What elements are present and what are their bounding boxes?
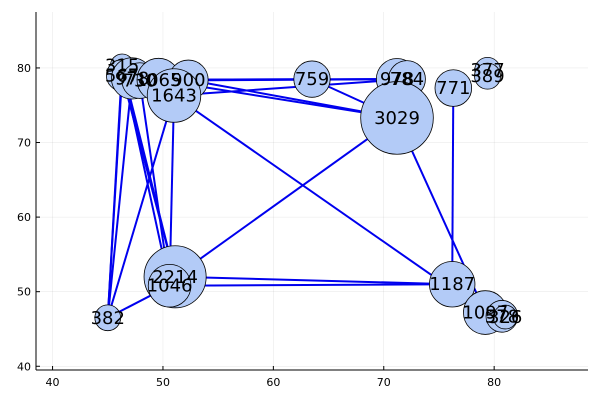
node-label: 1643 — [151, 86, 197, 107]
node-label: 315 — [105, 56, 139, 77]
node-label: 377 — [470, 60, 504, 81]
node-label: 1187 — [429, 274, 475, 295]
edge-line — [451, 88, 455, 285]
x-tick-label: 70 — [377, 376, 391, 389]
edge-line — [174, 117, 398, 278]
y-tick-label: 70 — [17, 137, 31, 150]
x-tick-label: 40 — [46, 376, 60, 389]
edge-line — [106, 95, 175, 319]
axes — [35, 12, 588, 371]
node-marker — [94, 304, 122, 332]
node-marker — [434, 69, 473, 107]
node-label: 978 — [380, 69, 414, 90]
node-marker — [360, 81, 434, 155]
node-label: 900 — [171, 70, 205, 91]
node-label: 1046 — [147, 276, 193, 297]
node-marker — [293, 60, 331, 98]
node-marker — [429, 261, 476, 308]
node-label: 389 — [470, 66, 504, 87]
node-label: 1097 — [462, 303, 508, 324]
x-tick-label: 50 — [156, 376, 170, 389]
edge-line — [106, 65, 124, 318]
y-tick-label: 40 — [17, 360, 31, 373]
node-marker — [474, 62, 501, 90]
x-tick-label: 80 — [487, 376, 501, 389]
node-label: 578 — [485, 306, 519, 327]
edge-line — [175, 275, 453, 286]
node-label: 784 — [390, 69, 424, 90]
node-label: 1065 — [136, 70, 182, 91]
edge-line — [106, 78, 134, 318]
node-label: 567 — [105, 65, 139, 86]
node-label: 326 — [488, 307, 522, 328]
node-label: 2214 — [152, 267, 198, 288]
y-tick-label: 60 — [17, 211, 31, 224]
y-tick-label: 80 — [17, 62, 31, 75]
node-marker — [492, 304, 518, 330]
node-marker — [146, 68, 202, 123]
node-label: 3029 — [374, 108, 420, 129]
y-tick-label: 50 — [17, 286, 31, 299]
node-label: 759 — [295, 69, 329, 90]
node-label: 771 — [436, 78, 470, 99]
edge-line — [169, 283, 453, 287]
node-label: 978 — [115, 68, 149, 89]
edge-line — [121, 75, 177, 278]
edge-line — [173, 78, 408, 97]
node-label: 730 — [123, 71, 157, 92]
node-label: 382 — [91, 308, 125, 329]
tick-labels: 40 50 60 70 80 40 50 60 70 80 — [17, 62, 501, 389]
node-marker — [147, 263, 192, 308]
x-tick-label: 60 — [266, 376, 280, 389]
